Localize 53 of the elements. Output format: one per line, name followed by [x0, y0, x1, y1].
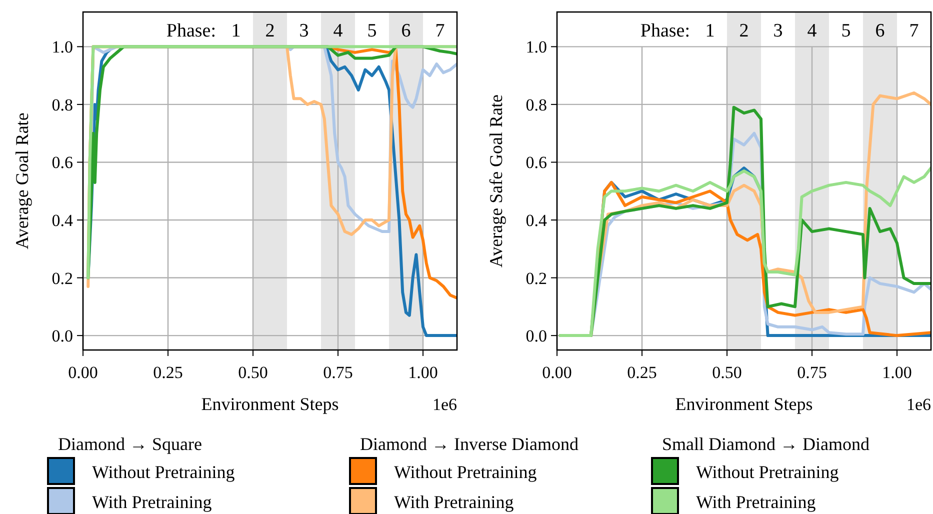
band-label: 4	[807, 20, 818, 42]
x-axis-title: Environment Steps	[201, 394, 339, 414]
text: Diamond → Inverse Diamond	[360, 434, 578, 454]
text: Small Diamond → Diamond	[662, 434, 870, 454]
y-tick-label: 1.0	[52, 38, 73, 57]
band-label: 2	[739, 20, 749, 42]
x-tick-label: 0.00	[542, 363, 572, 382]
y-axis-title: Average Safe Goal Rate	[486, 94, 506, 268]
legend-label: Without Pretraining	[696, 462, 839, 482]
band-label: 6	[401, 20, 411, 42]
band-label: 2	[265, 20, 275, 42]
annotation: Phase:	[640, 20, 690, 42]
y-tick-label: 0.2	[526, 268, 547, 288]
legend-label: With Pretraining	[696, 492, 816, 512]
x-tick-label: 1.00	[408, 363, 438, 382]
legend-label: With Pretraining	[92, 492, 212, 512]
annotation: 3	[299, 20, 309, 42]
x-tick-label: 0.50	[712, 363, 742, 382]
legend-label: Without Pretraining	[394, 462, 537, 482]
y-tick-label: 0.6	[52, 153, 73, 172]
y-tick-label: 0.4	[52, 211, 74, 230]
text: Diamond → Square	[58, 434, 202, 454]
y-tick-label: 0.4	[526, 211, 548, 230]
annotation: 1	[231, 20, 241, 42]
x-tick-label: 0.00	[68, 363, 98, 382]
x-tick-label: 1.00	[882, 363, 912, 382]
legend-label: Without Pretraining	[92, 462, 235, 482]
y-tick-label: 0.0	[52, 326, 73, 346]
y-tick-label: 0.2	[52, 268, 73, 288]
x-axis-title: Environment Steps	[675, 394, 813, 414]
x-tick-label: 0.75	[323, 363, 353, 382]
text: 1e6	[432, 395, 457, 414]
annotation: 7	[435, 20, 445, 42]
y-tick-label: 0.6	[526, 153, 547, 172]
x-tick-label: 0.25	[153, 363, 183, 382]
annotation: Phase:	[166, 20, 216, 42]
y-axis-title: Average Goal Rate	[12, 112, 32, 250]
annotation: 7	[909, 20, 919, 42]
legend-label: With Pretraining	[394, 492, 514, 512]
text: 1e6	[906, 395, 931, 414]
y-tick-label: 1.0	[526, 38, 547, 57]
x-tick-label: 0.25	[627, 363, 657, 382]
band-label: 6	[875, 20, 885, 42]
y-tick-label: 0.0	[526, 326, 547, 346]
x-tick-label: 0.50	[238, 363, 268, 382]
y-tick-label: 0.8	[526, 95, 547, 114]
annotation: 5	[367, 20, 377, 42]
annotation: 5	[841, 20, 851, 42]
band-label: 4	[333, 20, 344, 42]
y-tick-label: 0.8	[52, 95, 73, 114]
x-tick-label: 0.75	[797, 363, 827, 382]
annotation: 1	[705, 20, 715, 42]
annotation: 3	[773, 20, 783, 42]
